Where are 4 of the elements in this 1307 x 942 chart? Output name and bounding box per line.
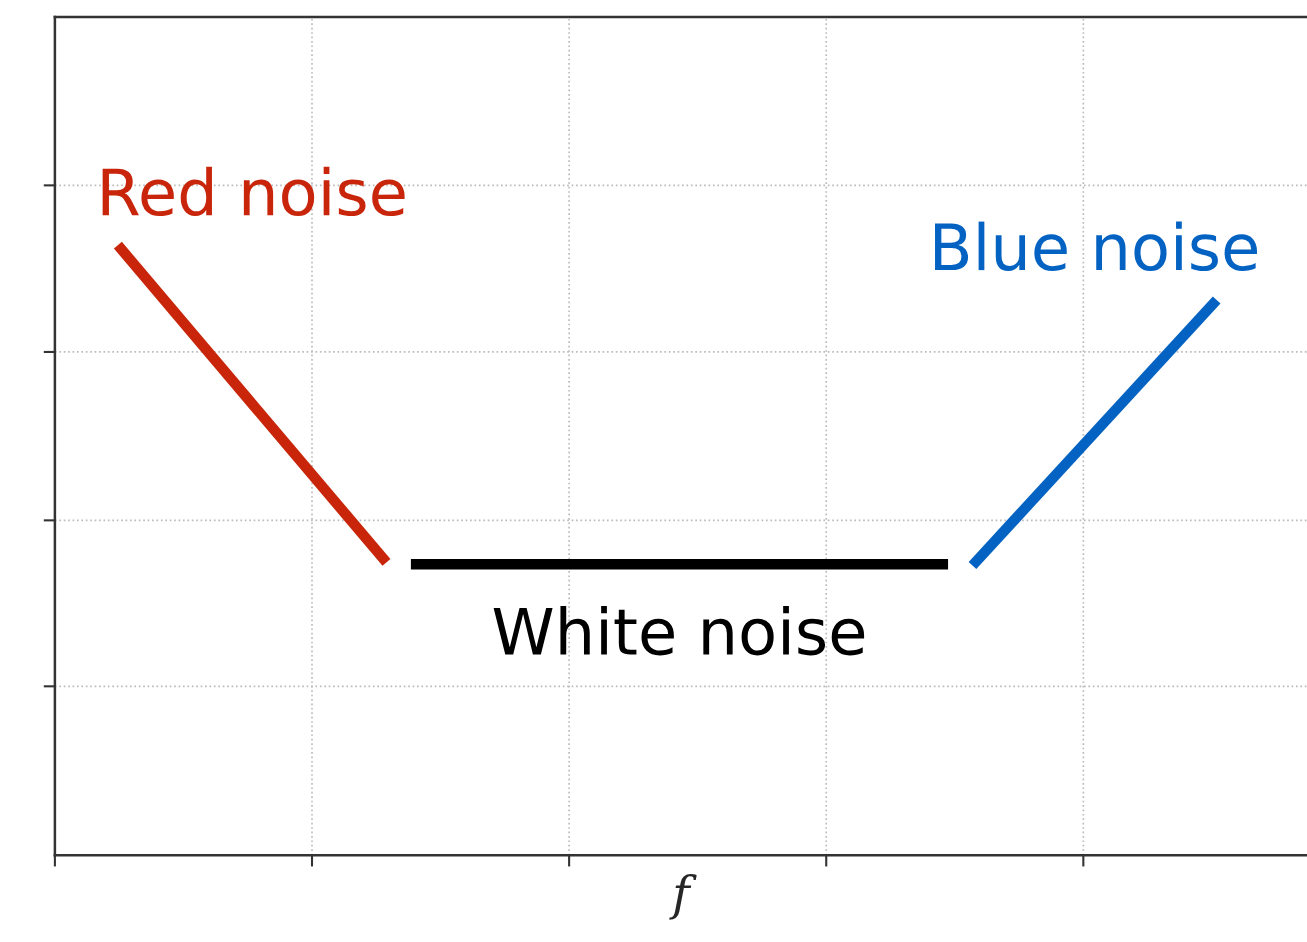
- series-label: Blue noise: [935, 221, 1257, 272]
- x-axis-title: f: [669, 874, 697, 920]
- series-label: Red noise: [102, 166, 405, 217]
- series-label: White noise: [493, 605, 865, 656]
